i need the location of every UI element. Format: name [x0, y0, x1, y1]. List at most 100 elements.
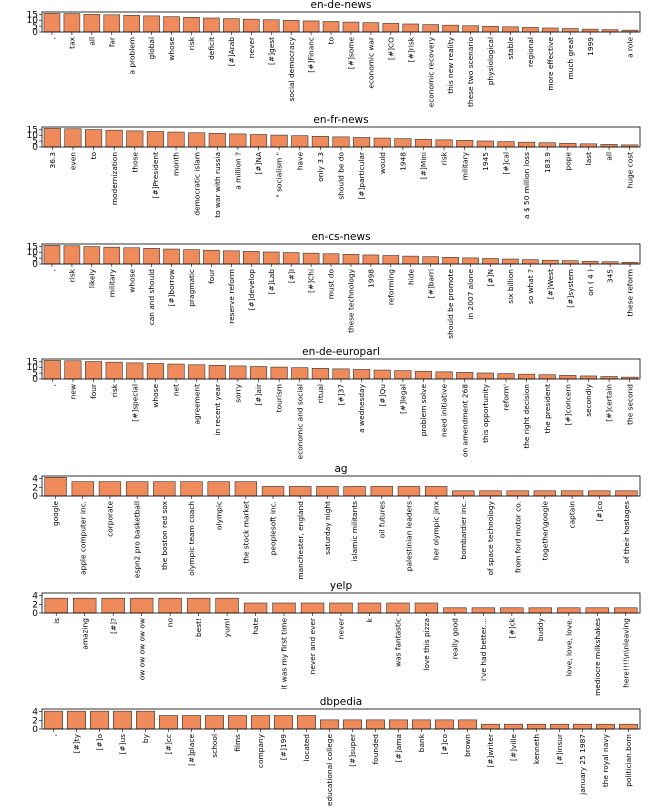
bar	[397, 486, 421, 497]
bar	[67, 710, 87, 730]
x-tick-label: educational college	[325, 734, 334, 807]
x-tick-label: of space technology	[486, 500, 495, 575]
x-tick-label: can and should	[147, 269, 156, 326]
bar	[618, 723, 638, 730]
bar	[319, 719, 339, 730]
chart-title: dbpedia	[320, 696, 362, 708]
x-tick-label: the right decision	[522, 384, 531, 449]
y-tick-label: 0	[32, 28, 38, 38]
bar	[311, 135, 329, 148]
x-tick-label: the boston red sox	[160, 500, 169, 570]
x-tick-label: 1945	[481, 152, 490, 171]
bar	[64, 128, 82, 148]
y-tick-label: 4	[32, 475, 38, 485]
bar	[497, 141, 515, 148]
x-tick-label: company	[256, 733, 265, 768]
bar	[322, 21, 340, 33]
bar	[503, 723, 523, 730]
bar	[342, 254, 360, 265]
bar	[560, 490, 584, 497]
y-tick-label: 4	[32, 708, 38, 718]
bar	[182, 715, 202, 730]
bar	[105, 361, 123, 380]
plot-frame	[41, 243, 641, 265]
bar	[322, 253, 340, 265]
bar	[497, 373, 515, 380]
bar	[180, 481, 203, 497]
bar	[480, 723, 500, 730]
bar	[422, 24, 439, 33]
x-tick-label: military	[107, 268, 116, 297]
x-tick-label: net	[172, 384, 181, 396]
bar	[262, 19, 280, 33]
bar	[129, 597, 154, 614]
x-tick-label: ritual	[316, 384, 325, 403]
x-tick-label: all	[87, 37, 96, 46]
y-tick-label: 0	[32, 609, 38, 619]
x-tick-label: located	[302, 734, 311, 762]
bar	[205, 715, 225, 730]
x-tick-label: [#]some	[347, 37, 356, 70]
x-tick-label: i've had better....	[479, 618, 488, 681]
x-tick-label: from ford motor co.	[513, 501, 522, 573]
x-tick-label: kenneth	[532, 734, 541, 764]
x-tick-label: so what ?	[526, 269, 535, 304]
bar	[203, 249, 220, 265]
bar	[302, 20, 320, 33]
bar	[188, 132, 206, 148]
bar	[215, 597, 239, 614]
x-tick-label: would	[378, 152, 387, 174]
x-tick-label: reforming	[386, 269, 395, 305]
x-tick-label: islamic militants	[350, 501, 359, 562]
bar	[581, 260, 599, 265]
bar	[43, 128, 61, 148]
bar	[243, 18, 260, 33]
bar	[146, 131, 164, 148]
x-tick-label: four	[89, 383, 98, 399]
x-tick-label: whose	[151, 384, 160, 408]
bar	[456, 140, 474, 148]
bar	[373, 137, 391, 148]
x-tick-label: [#]Financ	[307, 37, 316, 73]
bar	[223, 18, 240, 33]
x-tick-label: pope	[563, 152, 572, 171]
x-tick-label: a $ 50 million loss	[522, 152, 531, 219]
x-tick-label: 183.9	[543, 152, 552, 173]
x-tick-label: it was my first time	[280, 618, 289, 690]
bar	[370, 486, 393, 497]
bar	[167, 363, 185, 380]
x-tick-label: here!!!!\n\nleaving	[621, 618, 630, 688]
x-tick-label: never	[337, 617, 346, 639]
x-tick-label: [#]cc	[164, 734, 173, 754]
y-tick-label: 0	[32, 143, 38, 153]
x-tick-label: ,	[48, 37, 57, 39]
x-tick-label: founded	[371, 734, 380, 765]
x-tick-label: month	[172, 152, 181, 176]
x-tick-label: [#]?	[109, 618, 118, 634]
bar	[291, 135, 309, 148]
x-tick-label: reserve reform	[227, 269, 236, 324]
bar	[167, 131, 185, 148]
x-tick-label: far	[107, 36, 116, 47]
x-tick-label: [#]ty	[72, 733, 81, 753]
y-tick-label: 10	[27, 363, 39, 373]
bar	[163, 248, 180, 265]
x-tick-label: [#]37	[337, 384, 346, 406]
bar	[549, 723, 569, 730]
bar	[559, 375, 577, 380]
x-tick-label: [#]President	[151, 152, 160, 199]
x-tick-label: [#]N	[486, 269, 495, 287]
bar	[462, 25, 479, 33]
x-tick-label: 36.3	[48, 152, 57, 169]
bar	[332, 368, 350, 380]
bar	[357, 602, 382, 614]
x-tick-label: need initiative	[440, 384, 449, 437]
bar	[71, 481, 94, 497]
bar	[63, 245, 81, 265]
x-tick-label: [#]special	[130, 384, 139, 422]
bar	[479, 490, 502, 497]
x-tick-label: never	[247, 36, 256, 58]
